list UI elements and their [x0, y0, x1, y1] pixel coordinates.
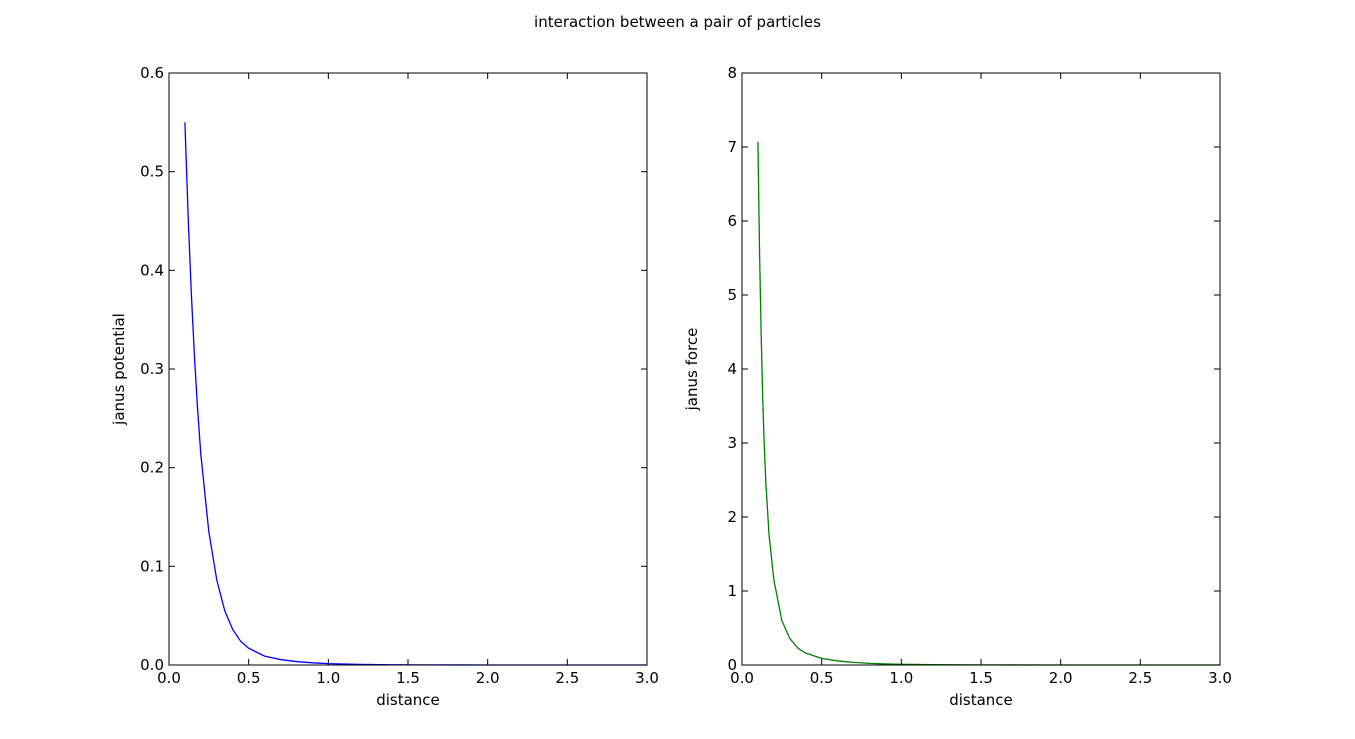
y-tick-label: 2 [727, 508, 737, 526]
y-tick-label: 0.3 [140, 360, 164, 378]
y-axis-label: janus force [683, 328, 701, 412]
x-tick-label: 1.5 [396, 669, 420, 687]
y-tick-label: 0.6 [140, 64, 164, 82]
x-tick-label: 0.5 [237, 669, 261, 687]
x-tick-label: 2.0 [476, 669, 500, 687]
x-tick-label: 1.0 [316, 669, 340, 687]
y-tick-label: 0.1 [140, 557, 164, 575]
x-tick-label: 1.5 [969, 669, 993, 687]
axes-frame [741, 72, 1221, 666]
x-tick-label: 0.5 [810, 669, 834, 687]
axes-frame [168, 72, 648, 666]
y-tick-label: 8 [727, 64, 737, 82]
potential-plot: 0.0 0.5 1.0 1.5 2.0 2.5 3.0 0.0 0.1 0.2 0.3 0.4 0.5 0… [110, 64, 659, 709]
y-tick-label: 5 [727, 286, 737, 304]
y-axis-label: janus potential [110, 313, 128, 426]
y-tick-label: 0.0 [140, 656, 164, 674]
y-tick-label: 1 [727, 582, 737, 600]
x-tick-label: 0.0 [157, 669, 181, 687]
series-line-0 [184, 122, 647, 666]
x-tick-label: 0.0 [730, 669, 754, 687]
y-tick-label: 0.4 [140, 261, 164, 279]
y-tick-label: 0.2 [140, 459, 164, 477]
x-tick-label: 3.0 [1208, 669, 1232, 687]
x-axis-label: distance [949, 691, 1013, 709]
series-line-0 [757, 141, 1220, 666]
y-tick-label: 3 [727, 434, 737, 452]
x-tick-label: 2.0 [1049, 669, 1073, 687]
y-tick-label: 0.5 [140, 163, 164, 181]
y-tick-label: 0 [727, 656, 737, 674]
x-tick-label: 2.5 [555, 669, 579, 687]
x-tick-label: 3.0 [635, 669, 659, 687]
y-tick-label: 6 [727, 212, 737, 230]
x-tick-label: 1.0 [889, 669, 913, 687]
force-plot: 0.0 0.5 1.0 1.5 2.0 2.5 3.0 0 1 2 3 4 5 6 7 8 distance ja… [683, 64, 1232, 709]
x-axis-label: distance [376, 691, 440, 709]
y-tick-label: 4 [727, 360, 737, 378]
y-tick-label: 7 [727, 138, 737, 156]
x-tick-label: 2.5 [1128, 669, 1152, 687]
figure-title: interaction between a pair of particles [534, 13, 821, 31]
